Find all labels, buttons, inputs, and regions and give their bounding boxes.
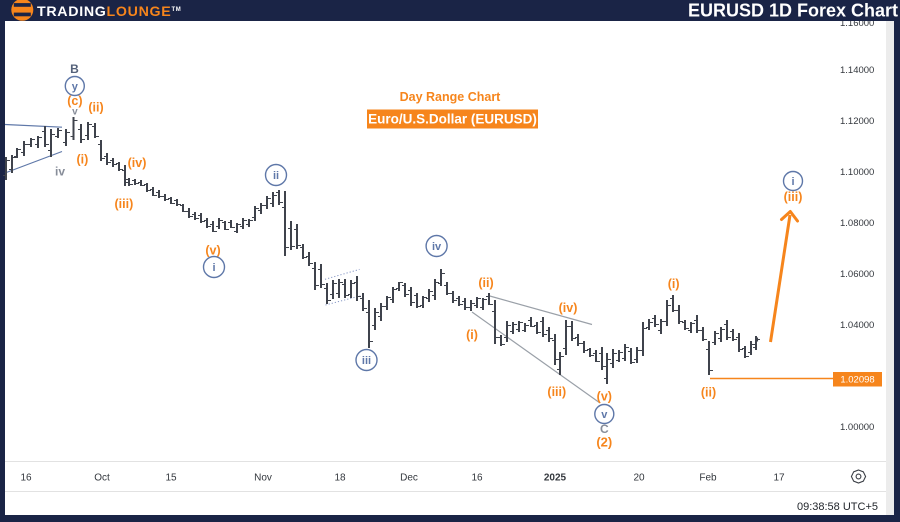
svg-text:y: y [72,81,79,93]
svg-text:Dec: Dec [400,473,418,484]
svg-text:Nov: Nov [254,473,272,484]
svg-text:ii: ii [273,170,279,182]
svg-text:1.10000: 1.10000 [840,167,874,178]
svg-text:(2): (2) [596,435,612,450]
svg-text:16: 16 [471,473,483,484]
svg-text:1.14000: 1.14000 [840,65,874,76]
svg-text:(iv): (iv) [128,156,147,170]
svg-text:(i): (i) [466,328,478,342]
svg-text:1.06000: 1.06000 [840,269,874,280]
svg-text:20: 20 [633,473,645,484]
svg-text:(ii): (ii) [478,276,493,290]
svg-text:Euro/U.S.Dollar (EURUSD): Euro/U.S.Dollar (EURUSD) [368,112,537,127]
svg-text:1.00000: 1.00000 [840,422,874,433]
svg-text:(iii): (iii) [115,197,134,211]
svg-text:C: C [600,422,609,436]
svg-text:15: 15 [165,473,177,484]
svg-text:i: i [791,176,794,188]
svg-text:Oct: Oct [94,473,110,484]
svg-text:2025: 2025 [544,473,567,484]
svg-text:Day Range Chart: Day Range Chart [400,90,502,104]
svg-text:1.12000: 1.12000 [840,116,874,127]
svg-text:(i): (i) [668,277,680,291]
svg-text:(c): (c) [67,94,82,108]
svg-text:1.04000: 1.04000 [840,320,874,331]
svg-text:Feb: Feb [699,473,717,484]
svg-text:EURUSD 1D Forex Chart: EURUSD 1D Forex Chart [688,1,898,21]
svg-text:iv: iv [432,241,442,253]
svg-text:(iv): (iv) [559,301,578,315]
svg-text:1.08000: 1.08000 [840,218,874,229]
svg-text:(i): (i) [76,153,88,167]
svg-text:1.02098: 1.02098 [840,375,874,386]
svg-text:16: 16 [20,473,32,484]
svg-text:17: 17 [773,473,785,484]
svg-text:(iii): (iii) [547,385,566,399]
svg-text:(v): (v) [205,244,220,258]
svg-text:(ii): (ii) [701,386,716,400]
svg-text:1.16000: 1.16000 [840,18,874,29]
svg-text:TRADINGLOUNGETM: TRADINGLOUNGETM [37,4,182,20]
svg-text:v: v [72,107,78,118]
svg-text:iii: iii [362,355,371,367]
svg-text:18: 18 [334,473,346,484]
svg-text:v: v [601,409,608,421]
svg-text:(iii): (iii) [784,190,803,204]
svg-text:(ii): (ii) [88,101,103,115]
svg-text:i: i [212,262,215,274]
svg-text:09:38:58 UTC+5: 09:38:58 UTC+5 [797,501,878,513]
svg-text:(v): (v) [597,390,612,404]
svg-text:iv: iv [55,165,65,179]
svg-text:B: B [70,62,79,76]
